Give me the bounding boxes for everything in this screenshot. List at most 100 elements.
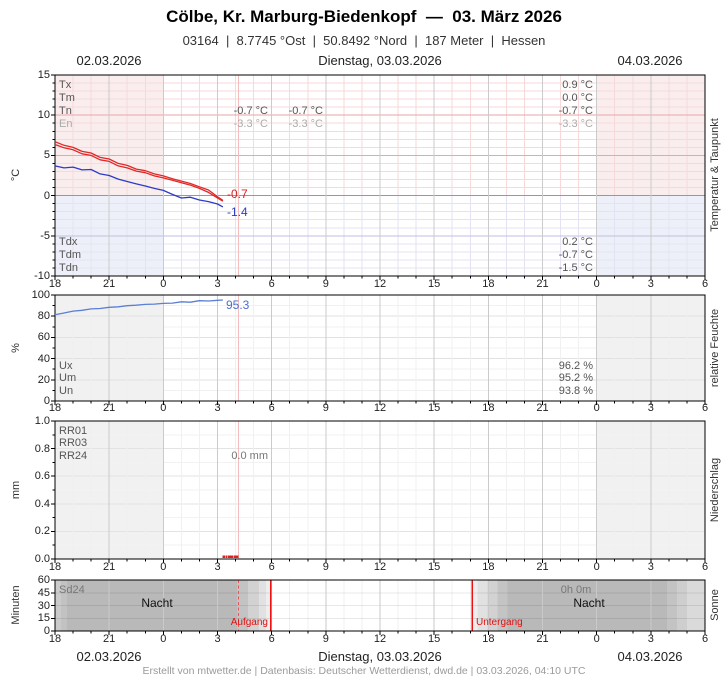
- stat-label-tdm: Tdm: [59, 249, 81, 261]
- right-label-precipitation: Niederschlag: [709, 457, 721, 523]
- x-tick-label: 9: [322, 561, 329, 573]
- x-tick-label: 18: [482, 561, 495, 573]
- x-tick-label: 3: [214, 402, 221, 414]
- x-tick-label: 18: [48, 402, 62, 414]
- x-tick-label: 15: [428, 561, 441, 573]
- dewpoint-curve: [54, 165, 224, 208]
- y-axis-unit-humidity: %: [10, 343, 22, 353]
- stat-tn-col1: -0.7 °C: [233, 105, 268, 117]
- x-tick-label: 0: [160, 402, 167, 414]
- x-tick-label: 18: [482, 278, 495, 290]
- precipitation-dots: [222, 555, 239, 558]
- stat-un-value: 93.8 %: [558, 385, 593, 397]
- y-tick-label: 30: [37, 599, 50, 612]
- x-tick-label: 0: [160, 561, 167, 573]
- stat-tn-value: -0.7 °C: [558, 105, 593, 117]
- y-tick-label: 0.0: [34, 553, 50, 565]
- stat-label-tdx: Tdx: [59, 236, 78, 248]
- x-tick-label: 15: [428, 278, 441, 290]
- x-tick-label: 12: [373, 402, 387, 414]
- top-date-right: 04.03.2026: [617, 53, 683, 68]
- x-tick-label: 9: [322, 633, 329, 645]
- y-tick-label: 0.8: [34, 442, 50, 455]
- y-tick-label: 40: [37, 352, 50, 365]
- y-tick-label: -10: [34, 270, 50, 282]
- x-tick-label: 12: [373, 633, 387, 645]
- stat-label-tx: Tx: [59, 79, 72, 91]
- stat-label-en: En: [59, 118, 73, 130]
- footer-credit: Erstellt von mtwetter.de | Datenbasis: D…: [142, 665, 586, 677]
- y-tick-label: 15: [37, 612, 50, 625]
- x-tick-label: 21: [536, 278, 549, 290]
- bottom-date-right: 04.03.2026: [617, 649, 683, 664]
- y-axis-unit-temperature: °C: [10, 168, 22, 182]
- x-tick-label: 9: [322, 402, 329, 414]
- stat-label-tdn: Tdn: [59, 262, 78, 274]
- right-label-humidity: relative Feuchte: [709, 308, 721, 388]
- stat-en-col2: -3.3 °C: [288, 118, 323, 130]
- x-tick-label: 0: [160, 633, 167, 645]
- y-tick-label: 20: [37, 373, 50, 386]
- y-tick-label: 0: [43, 189, 50, 202]
- stat-tx-value: 0.9 °C: [562, 79, 593, 91]
- y-tick-label: 45: [37, 586, 50, 599]
- x-tick-label: 18: [48, 561, 62, 573]
- stat-label-tm: Tm: [59, 92, 75, 104]
- x-tick-label: 21: [103, 561, 116, 573]
- x-tick-label: 3: [647, 402, 654, 414]
- temperature-curve-upper: [54, 141, 224, 201]
- bottom-date-center: Dienstag, 03.03.2026: [318, 649, 442, 664]
- page-title: Cölbe, Kr. Marburg-Biedenkopf — 03. März…: [166, 7, 562, 26]
- x-tick-label: 6: [268, 402, 275, 414]
- x-tick-label: 3: [647, 278, 654, 290]
- x-tick-label: 21: [536, 633, 549, 645]
- x-tick-label: 3: [214, 633, 221, 645]
- y-axis-unit-precipitation: mm: [10, 480, 22, 500]
- x-tick-label: 15: [428, 402, 441, 414]
- night-bands: [55, 580, 705, 631]
- stat-en-value: -3.3 °C: [558, 118, 593, 130]
- x-tick-label: 18: [482, 633, 495, 645]
- y-tick-label: -5: [40, 229, 50, 242]
- x-tick-label: 3: [214, 278, 221, 290]
- temperature-curve-lower: [54, 143, 224, 202]
- x-tick-label: 0: [593, 278, 600, 290]
- sun-duration-label: 0h 0m: [560, 584, 592, 596]
- bottom-date-left: 02.03.2026: [76, 649, 142, 664]
- sunset-label: Untergang: [476, 617, 523, 628]
- stat-label-um: Um: [59, 372, 77, 384]
- x-tick-label: 21: [103, 633, 116, 645]
- y-tick-label: 0.4: [34, 497, 50, 510]
- stat-en-col1: -3.3 °C: [233, 118, 268, 130]
- x-tick-label: 18: [48, 633, 62, 645]
- x-tick-label: 0: [593, 633, 600, 645]
- current-temperature-label: -0.7: [227, 187, 248, 201]
- top-date-left: 02.03.2026: [76, 53, 142, 68]
- y-tick-label: 0: [43, 625, 50, 637]
- stat-label-rr03: RR03: [59, 437, 88, 449]
- stat-label-rr01: RR01: [59, 425, 88, 437]
- stat-label-un: Un: [59, 385, 74, 397]
- x-tick-label: 3: [647, 633, 654, 645]
- y-tick-label: 5: [43, 149, 50, 162]
- current-humidity-label: 95.3: [226, 298, 250, 312]
- y-tick-label: 0: [43, 395, 50, 407]
- y-tick-label: 15: [37, 69, 50, 81]
- stat-tm-value: 0.0 °C: [562, 92, 593, 104]
- y-tick-label: 80: [37, 310, 50, 323]
- x-tick-label: 0: [160, 278, 167, 290]
- current-dewpoint-label: -1.4: [227, 205, 248, 219]
- x-tick-label: 21: [536, 402, 549, 414]
- x-tick-label: 6: [268, 278, 275, 290]
- x-tick-label: 21: [103, 402, 116, 414]
- x-tick-label: 9: [322, 278, 329, 290]
- stat-tdn-value: -1.5 °C: [558, 262, 593, 274]
- night-label-2: Nacht: [573, 596, 605, 610]
- stat-tdx-value: 0.2 °C: [562, 236, 593, 248]
- x-tick-label: 6: [268, 561, 275, 573]
- night-label-1: Nacht: [141, 596, 173, 610]
- y-tick-label: 1.0: [34, 415, 50, 427]
- stat-ux-value: 96.2 %: [558, 360, 593, 372]
- stat-label-rr24: RR24: [59, 450, 88, 462]
- stat-label-sd24: Sd24: [59, 584, 85, 596]
